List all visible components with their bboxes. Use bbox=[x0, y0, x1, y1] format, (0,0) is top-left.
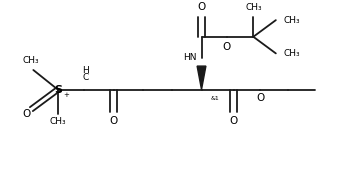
Text: O: O bbox=[22, 109, 31, 119]
Text: CH₃: CH₃ bbox=[22, 56, 39, 65]
Text: CH₃: CH₃ bbox=[283, 49, 300, 58]
Text: CH₃: CH₃ bbox=[283, 16, 300, 25]
Text: O: O bbox=[230, 116, 238, 126]
Text: O: O bbox=[223, 42, 231, 52]
Text: +: + bbox=[64, 92, 69, 98]
Text: O: O bbox=[109, 116, 118, 126]
Text: &1: &1 bbox=[211, 96, 220, 101]
Text: CH₃: CH₃ bbox=[49, 117, 66, 126]
Text: H: H bbox=[82, 65, 89, 75]
Text: O: O bbox=[256, 93, 264, 103]
Text: HN: HN bbox=[183, 53, 197, 62]
Text: C: C bbox=[82, 73, 88, 82]
Text: S: S bbox=[54, 85, 62, 95]
Text: O: O bbox=[197, 2, 206, 12]
Polygon shape bbox=[197, 66, 206, 90]
Text: CH₃: CH₃ bbox=[245, 3, 262, 12]
